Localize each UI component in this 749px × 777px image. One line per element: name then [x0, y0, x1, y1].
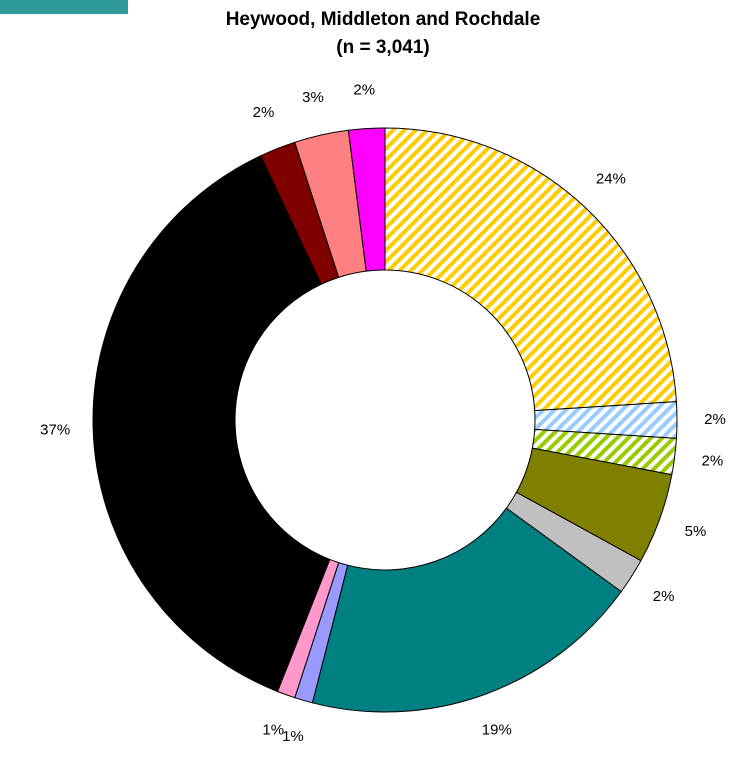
- slice: [384, 127, 677, 412]
- slice: [311, 507, 622, 713]
- value-label: 5%: [685, 523, 707, 540]
- chart-title: Heywood, Middleton and Rochdale: [226, 9, 541, 30]
- corner-bar: [0, 0, 128, 14]
- value-label: 2%: [253, 104, 275, 121]
- value-label: 3%: [302, 89, 324, 106]
- value-label: 24%: [596, 170, 626, 187]
- value-label: 2%: [653, 588, 675, 605]
- value-label: 1%: [262, 721, 284, 738]
- chart-subtitle: (n = 3,041): [336, 37, 429, 58]
- value-label: 37%: [40, 421, 70, 438]
- value-label: 19%: [482, 721, 512, 738]
- value-label: 1%: [282, 728, 304, 745]
- slice: [92, 155, 331, 693]
- slice: [347, 127, 386, 272]
- value-label: 2%: [702, 452, 724, 469]
- value-label: 2%: [353, 82, 375, 99]
- value-label: 2%: [704, 411, 726, 428]
